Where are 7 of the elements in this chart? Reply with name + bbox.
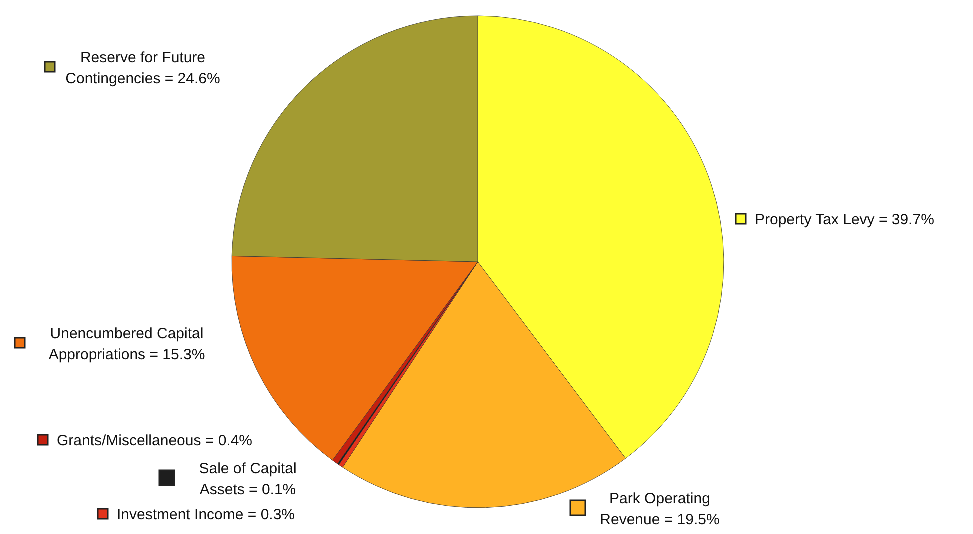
legend-label: Property Tax Levy = 39.7%: [755, 211, 934, 228]
legend-label: Reserve for Future Contingencies = 24.6%: [66, 49, 220, 88]
legend-label: Park Operating Revenue = 19.5%: [600, 490, 720, 528]
legend-label: Investment Income = 0.3%: [117, 506, 296, 524]
legend-label: Sale of Capital Assets = 0.1%: [199, 460, 297, 498]
legend-label: Grants/Miscellaneous = 0.4%: [57, 432, 253, 450]
legend-label: Unencumbered Capital Appropriations = 15.3%: [48, 325, 206, 364]
